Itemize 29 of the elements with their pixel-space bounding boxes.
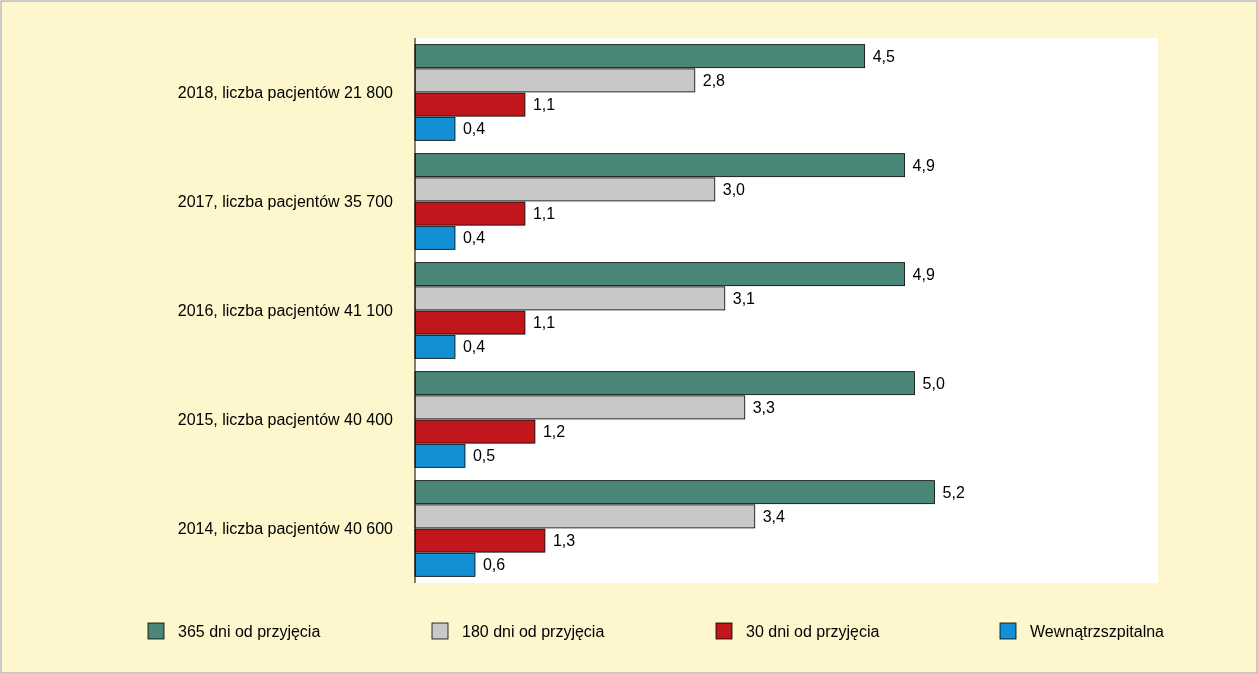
- data-label: 4,5: [872, 47, 895, 65]
- data-label: 1,1: [532, 205, 556, 223]
- data-label: 0,6: [482, 556, 506, 574]
- data-label: 1,2: [542, 423, 566, 441]
- data-label: 3,4: [762, 507, 786, 525]
- y-tick-label: 2017, liczba pacjentów 35 700: [177, 193, 394, 211]
- data-label: 2,8: [702, 71, 726, 89]
- y-tick-label: 2015, liczba pacjentów 40 400: [177, 411, 394, 429]
- data-label: 0,4: [462, 338, 486, 356]
- y-tick-label: 2016, liczba pacjentów 41 100: [177, 302, 394, 320]
- data-label: 5,2: [942, 483, 965, 501]
- data-label: 4,9: [912, 156, 935, 174]
- data-label: 3,3: [752, 398, 776, 416]
- data-label: 1,3: [552, 532, 576, 550]
- legend-label: 180 dni od przyjęcia: [462, 622, 605, 640]
- legend-label: 30 dni od przyjęcia: [746, 622, 880, 640]
- legend-label: 365 dni od przyjęcia: [178, 622, 321, 640]
- data-label: 4,9: [912, 265, 935, 283]
- data-label: 5,0: [922, 374, 945, 392]
- data-label: 1,1: [532, 314, 556, 332]
- data-label: 0,4: [462, 120, 486, 138]
- legend-label: Wewnątrzszpitalna: [1030, 622, 1165, 640]
- y-tick-label: 2014, liczba pacjentów 40 600: [177, 520, 394, 538]
- data-label: 1,1: [532, 96, 556, 114]
- y-tick-label: 2018, liczba pacjentów 21 800: [177, 84, 394, 102]
- data-label: 3,0: [722, 180, 746, 198]
- data-label: 3,1: [732, 289, 756, 307]
- data-label: 0,5: [472, 447, 496, 465]
- data-label: 0,4: [462, 229, 486, 247]
